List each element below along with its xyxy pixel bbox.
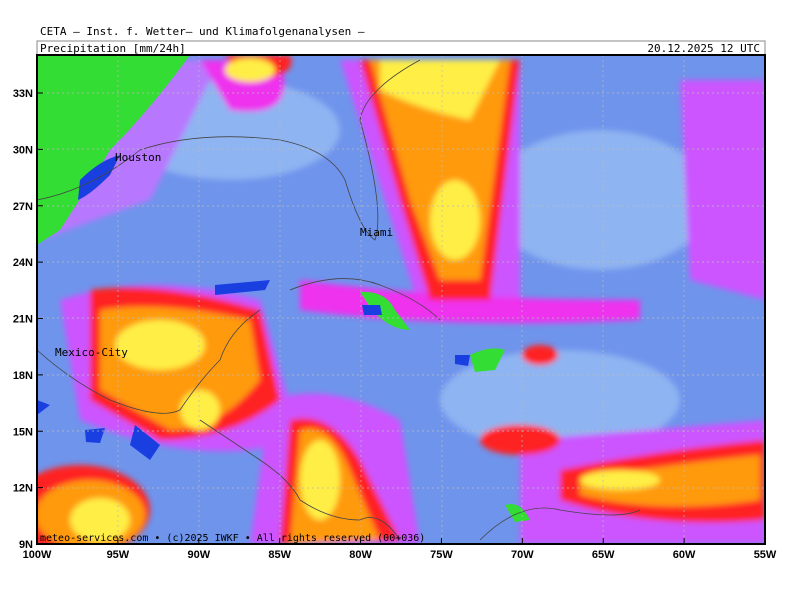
- lat-label: 33N: [13, 88, 33, 100]
- footer: meteo-services.com • (c)2025 IWKF • All …: [40, 533, 425, 544]
- header-title: CETA – Inst. f. Wetter– und Klimafolgena…: [40, 25, 365, 38]
- map-frame: [36, 54, 766, 545]
- lon-label: 55W: [754, 549, 777, 561]
- lat-label: 24N: [13, 257, 33, 269]
- lon-label: 100W: [23, 549, 52, 561]
- city-label: Houston: [115, 151, 161, 164]
- lon-label: 75W: [430, 549, 453, 561]
- lon-label: 60W: [673, 549, 696, 561]
- lon-label: 65W: [592, 549, 615, 561]
- lat-label: 30N: [13, 144, 33, 156]
- lat-label: 9N: [19, 539, 33, 551]
- lon-label: 80W: [349, 549, 372, 561]
- city-label: Miami: [360, 226, 393, 239]
- lon-label: 85W: [268, 549, 291, 561]
- valid-time: 20.12.2025 12 UTC: [647, 42, 760, 55]
- lat-label: 27N: [13, 201, 33, 213]
- lat-label: 12N: [13, 483, 33, 495]
- precip-field: Houston Miami Mexico-City meteo-services…: [37, 55, 765, 544]
- lat-label: 21N: [13, 314, 33, 326]
- lon-label: 95W: [107, 549, 130, 561]
- lon-label: 90W: [187, 549, 210, 561]
- parameter-label: Precipitation [mm/24h]: [40, 42, 186, 55]
- lon-label: 70W: [511, 549, 534, 561]
- lat-label: 18N: [13, 370, 33, 382]
- lat-label: 15N: [13, 426, 33, 438]
- city-label: Mexico-City: [55, 346, 128, 359]
